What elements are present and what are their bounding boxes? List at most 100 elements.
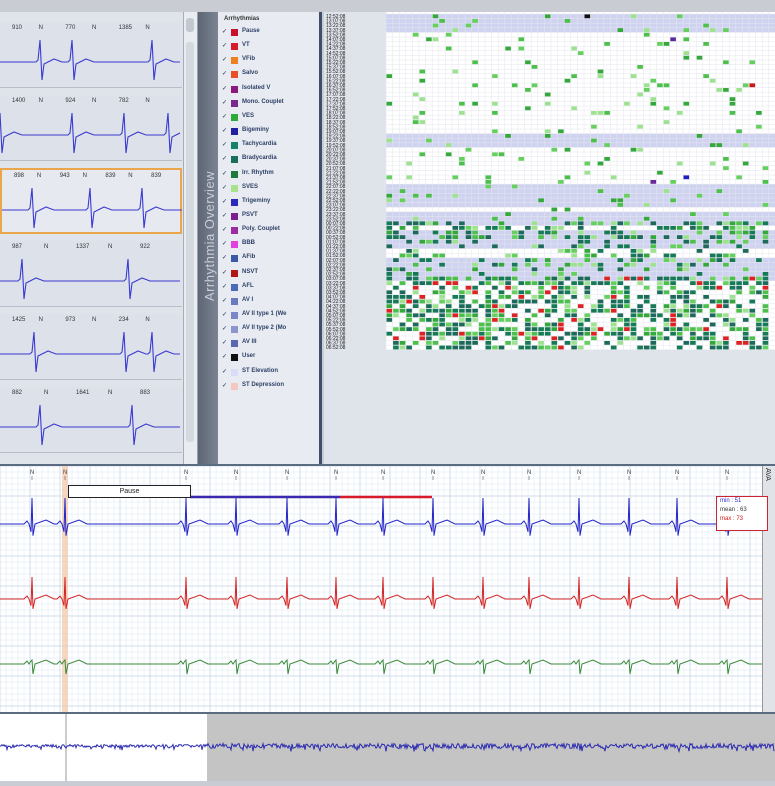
grid-event-cell[interactable] — [538, 327, 544, 331]
grid-event-cell[interactable] — [571, 331, 577, 336]
grid-event-cell[interactable] — [406, 308, 412, 313]
grid-event-cell[interactable] — [709, 78, 716, 83]
grid-event-cell[interactable] — [564, 331, 571, 336]
grid-event-cell[interactable] — [452, 327, 459, 331]
grid-event-cell[interactable] — [676, 161, 683, 166]
legend-item[interactable]: ✓ AV II type 2 (Mo — [222, 324, 320, 335]
grid-event-cell[interactable] — [472, 226, 478, 230]
grid-event-cell[interactable] — [591, 124, 597, 129]
grid-event-cell[interactable] — [736, 221, 742, 226]
grid-event-cell[interactable] — [597, 249, 604, 253]
grid-event-cell[interactable] — [617, 28, 624, 32]
grid-event-cell[interactable] — [498, 290, 505, 295]
grid-event-cell[interactable] — [419, 318, 426, 322]
grid-event-cell[interactable] — [630, 253, 637, 258]
grid-event-cell[interactable] — [709, 322, 716, 327]
grid-event-cell[interactable] — [591, 322, 597, 327]
grid-event-cell[interactable] — [571, 74, 577, 78]
grid-event-cell[interactable] — [742, 230, 749, 235]
grid-event-cell[interactable] — [690, 221, 696, 226]
legend-item[interactable]: ✓ Isolated V — [222, 84, 320, 95]
grid-event-cell[interactable] — [399, 304, 406, 308]
grid-event-cell[interactable] — [742, 276, 749, 281]
grid-event-cell[interactable] — [445, 308, 452, 313]
grid-event-cell[interactable] — [584, 161, 591, 166]
grid-event-cell[interactable] — [399, 235, 406, 239]
grid-event-cell[interactable] — [538, 281, 544, 285]
grid-event-cell[interactable] — [676, 235, 683, 239]
grid-event-cell[interactable] — [690, 327, 696, 331]
grid-event-cell[interactable] — [406, 272, 412, 276]
grid-event-cell[interactable] — [564, 19, 571, 23]
grid-event-cell[interactable] — [439, 336, 445, 341]
grid-event-cell[interactable] — [406, 295, 412, 299]
grid-event-cell[interactable] — [749, 230, 756, 235]
grid-event-cell[interactable] — [610, 198, 617, 203]
grid-event-cell[interactable] — [432, 308, 439, 313]
grid-event-cell[interactable] — [511, 267, 518, 272]
grid-event-cell[interactable] — [544, 299, 551, 304]
grid-event-cell[interactable] — [696, 281, 703, 285]
grid-event-cell[interactable] — [439, 318, 445, 322]
grid-event-cell[interactable] — [564, 276, 571, 281]
grid-event-cell[interactable] — [544, 327, 551, 331]
grid-event-cell[interactable] — [696, 249, 703, 253]
grid-event-cell[interactable] — [670, 276, 676, 281]
grid-event-cell[interactable] — [465, 285, 472, 290]
grid-event-cell[interactable] — [465, 304, 472, 308]
grid-event-cell[interactable] — [426, 37, 432, 42]
grid-event-cell[interactable] — [597, 327, 604, 331]
grid-event-cell[interactable] — [762, 308, 769, 313]
grid-event-cell[interactable] — [445, 221, 452, 226]
grid-event-cell[interactable] — [650, 235, 657, 239]
grid-event-cell[interactable] — [511, 184, 518, 189]
legend-item[interactable]: ✓ VT — [222, 41, 320, 52]
grid-event-cell[interactable] — [749, 235, 756, 239]
grid-event-cell[interactable] — [426, 239, 432, 244]
grid-event-cell[interactable] — [498, 276, 505, 281]
grid-event-cell[interactable] — [591, 235, 597, 239]
grid-event-cell[interactable] — [551, 207, 558, 212]
legend-checkbox[interactable]: ✓ — [222, 297, 228, 304]
grid-event-cell[interactable] — [538, 244, 544, 249]
legend-item[interactable]: ✓ VFib — [222, 55, 320, 66]
grid-event-cell[interactable] — [736, 290, 742, 295]
grid-event-cell[interactable] — [478, 235, 485, 239]
grid-event-cell[interactable] — [452, 331, 459, 336]
grid-event-cell[interactable] — [406, 313, 412, 318]
grid-event-cell[interactable] — [544, 258, 551, 262]
grid-event-cell[interactable] — [551, 147, 558, 152]
grid-event-cell[interactable] — [617, 244, 624, 249]
legend-item[interactable]: ✓ PSVT — [222, 211, 320, 222]
grid-event-cell[interactable] — [577, 239, 584, 244]
grid-event-cell[interactable] — [617, 331, 624, 336]
grid-event-cell[interactable] — [419, 295, 426, 299]
grid-event-cell[interactable] — [690, 341, 696, 345]
grid-event-cell[interactable] — [551, 336, 558, 341]
grid-event-cell[interactable] — [452, 313, 459, 318]
grid-event-cell[interactable] — [538, 285, 544, 290]
legend-checkbox[interactable]: ✓ — [222, 156, 228, 163]
grid-event-cell[interactable] — [597, 299, 604, 304]
grid-event-cell[interactable] — [399, 327, 406, 331]
grid-event-cell[interactable] — [591, 111, 597, 115]
grid-event-cell[interactable] — [538, 235, 544, 239]
grid-event-cell[interactable] — [683, 28, 690, 32]
legend-checkbox[interactable]: ✓ — [222, 128, 228, 135]
grid-event-cell[interactable] — [643, 267, 650, 272]
grid-event-cell[interactable] — [531, 345, 538, 350]
grid-event-cell[interactable] — [643, 253, 650, 258]
grid-event-cell[interactable] — [492, 308, 498, 313]
grid-event-cell[interactable] — [426, 221, 432, 226]
grid-event-cell[interactable] — [663, 120, 670, 124]
grid-event-cell[interactable] — [465, 23, 472, 28]
grid-event-cell[interactable] — [518, 37, 525, 42]
event-thumbnail[interactable]: 898 N 943 N 839 N 839 — [0, 168, 182, 234]
event-thumbnail[interactable]: 1425 N 973 N 234 N — [0, 314, 182, 380]
grid-event-cell[interactable] — [525, 299, 531, 304]
grid-event-cell[interactable] — [683, 295, 690, 299]
grid-event-cell[interactable] — [485, 295, 492, 299]
grid-event-cell[interactable] — [736, 244, 742, 249]
grid-event-cell[interactable] — [716, 341, 723, 345]
